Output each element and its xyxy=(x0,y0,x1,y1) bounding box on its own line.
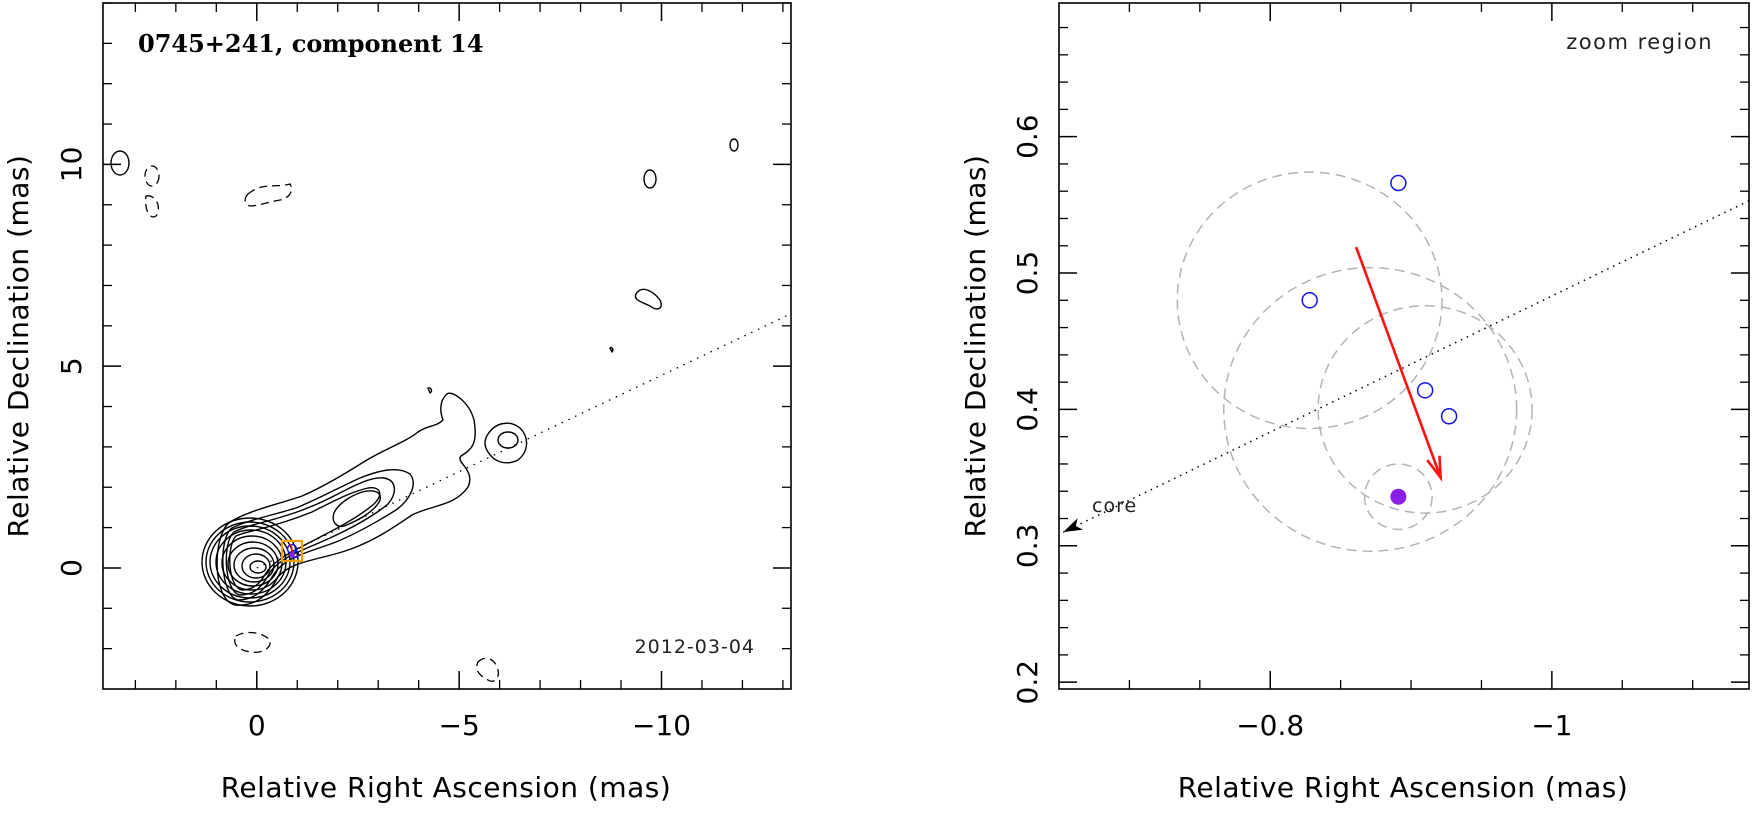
position-marker xyxy=(1301,292,1318,309)
axis-ticks xyxy=(103,2,791,689)
contour xyxy=(427,387,433,394)
contour xyxy=(222,468,414,601)
contour xyxy=(729,138,739,152)
core-arrowhead xyxy=(1063,518,1084,533)
axis-ticks xyxy=(1059,3,1749,689)
x-axis-label: Relative Right Ascension (mas) xyxy=(221,771,672,804)
negative-contour xyxy=(234,631,271,654)
position-marker xyxy=(1390,174,1407,192)
tick-labels: 0 −5 −10 0 5 10 xyxy=(55,147,691,742)
contour xyxy=(110,150,130,176)
y-tick-label: 0.5 xyxy=(1011,251,1044,296)
core-direction-line xyxy=(1062,200,1750,533)
negative-contours xyxy=(144,165,500,682)
position-markers xyxy=(1301,174,1458,505)
component-marker xyxy=(280,539,304,563)
contour xyxy=(332,490,381,528)
contour xyxy=(233,547,275,583)
contour xyxy=(227,541,279,587)
x-tick-label: −0.8 xyxy=(1236,709,1304,742)
motion-vector xyxy=(1354,246,1443,482)
plot-frame xyxy=(102,2,792,690)
component-box xyxy=(280,539,304,563)
x-axis-label: Relative Right Ascension (mas) xyxy=(1178,771,1629,804)
uncertainty-circle xyxy=(1223,266,1518,553)
position-marker xyxy=(1416,382,1434,399)
negative-contour xyxy=(144,195,160,218)
y-axis-label: Relative Declination (mas) xyxy=(2,155,35,538)
component-mean xyxy=(289,552,295,558)
contour-map xyxy=(110,138,739,607)
y-tick-label: 10 xyxy=(55,147,88,183)
uncertainty-circle xyxy=(1363,463,1433,531)
panel-title: zoom region xyxy=(1566,30,1713,54)
negative-contour xyxy=(244,183,293,207)
contour xyxy=(609,346,614,353)
motion-vector-arrowhead xyxy=(1426,455,1443,482)
y-tick-label: 0 xyxy=(55,559,88,577)
x-tick-label: 0 xyxy=(248,709,266,742)
contour xyxy=(643,169,657,189)
plot-frame xyxy=(1058,2,1750,690)
mean-position-marker xyxy=(1390,488,1407,505)
right-panel: −0.8 −1 0.2 0.3 0.4 0.5 0.6 core zoom region R… xyxy=(959,2,1750,804)
uncertainty-circles xyxy=(1176,171,1533,553)
uncertainty-circle xyxy=(1317,305,1533,514)
contour xyxy=(634,288,662,310)
contour xyxy=(241,553,271,579)
negative-contour xyxy=(144,165,160,187)
left-panel: 0 −5 −10 0 5 10 0745+241, component 14 2012-0… xyxy=(2,2,792,804)
jet-direction-line xyxy=(256,313,792,569)
negative-contour xyxy=(476,657,500,682)
core-direction-line xyxy=(1062,200,1750,533)
tick-labels: −0.8 −1 0.2 0.3 0.4 0.5 0.6 xyxy=(1011,114,1572,742)
x-tick-label: −5 xyxy=(439,709,480,742)
uncertainty-circle xyxy=(1176,171,1443,430)
y-tick-label: 0.2 xyxy=(1011,660,1044,705)
y-tick-label: 0.6 xyxy=(1011,114,1044,159)
contour xyxy=(484,422,528,464)
y-tick-label: 0.3 xyxy=(1011,524,1044,569)
y-tick-label: 5 xyxy=(55,357,88,375)
position-marker xyxy=(1440,407,1458,425)
core-label: core xyxy=(1092,495,1137,517)
contour xyxy=(249,560,267,574)
panel-title: 0745+241, component 14 xyxy=(138,29,484,58)
motion-vector-line xyxy=(1354,246,1442,479)
epoch-label: 2012-03-04 xyxy=(635,636,755,658)
contour xyxy=(221,535,283,591)
y-axis-label: Relative Declination (mas) xyxy=(959,155,992,538)
contour xyxy=(229,487,381,591)
x-tick-label: −1 xyxy=(1531,709,1572,742)
y-tick-label: 0.4 xyxy=(1011,387,1044,432)
x-tick-label: −10 xyxy=(632,709,691,742)
